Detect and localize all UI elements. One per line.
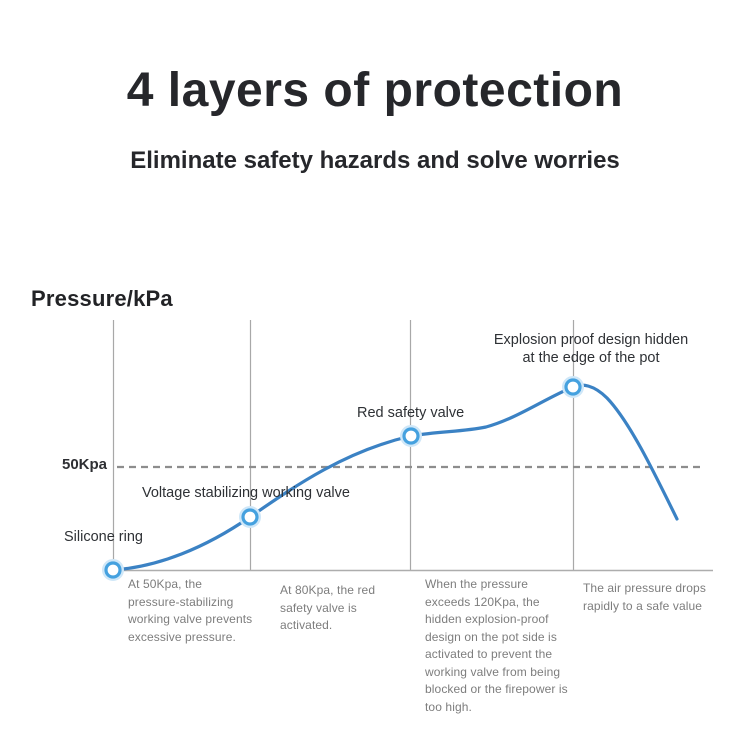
- point-label-working-valve: Voltage stabilizing working valve: [142, 485, 350, 501]
- marker-silicone-ring: [102, 559, 124, 581]
- note-stage-3: When the pressure exceeds 120Kpa, the hi…: [425, 577, 568, 714]
- marker-working-valve: [239, 506, 261, 528]
- marker-red-safety-valve: [400, 425, 422, 447]
- reference-line-label: 50Kpa: [62, 456, 108, 473]
- note-stage-2: At 80Kpa, the red safety valve is activa…: [280, 583, 376, 632]
- point-label-explosion-line1: Explosion proof design hidden: [493, 332, 689, 348]
- point-label-silicone-ring: Silicone ring: [64, 529, 143, 545]
- page-title: 4 layers of protection: [126, 64, 624, 117]
- curve-markers: [102, 376, 584, 581]
- pressure-curve: [111, 383, 679, 572]
- note-stage-1: At 50Kpa, the pressure-stabilizing worki…: [128, 577, 253, 644]
- point-label-explosion-line2: at the edge of the pot: [522, 350, 660, 366]
- point-label-red-safety-valve: Red safety valve: [357, 405, 465, 421]
- point-label-explosion-proof: Explosion proof design hidden at the edg…: [470, 331, 712, 367]
- marker-explosion-proof: [562, 376, 584, 398]
- note-stage-4: The air pressure drops rapidly to a safe…: [583, 581, 706, 613]
- y-axis-label: Pressure/kPa: [31, 286, 173, 311]
- page-subtitle: Eliminate safety hazards and solve worri…: [130, 147, 620, 174]
